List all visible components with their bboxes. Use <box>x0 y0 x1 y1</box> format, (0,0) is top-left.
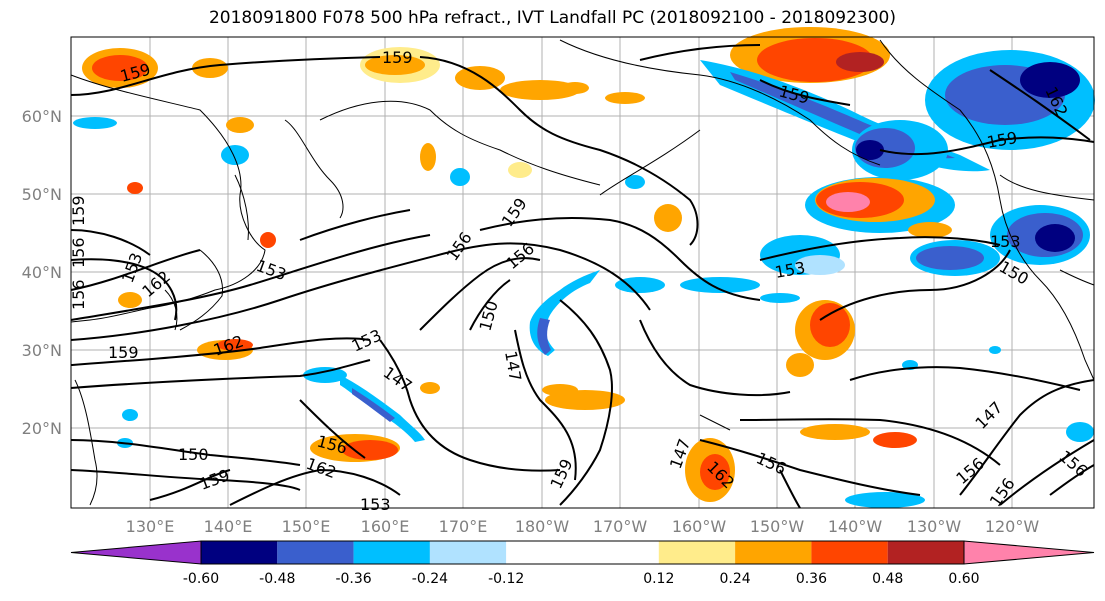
colorbar-tick-label: 0.24 <box>720 571 751 587</box>
lat-label: 60°N <box>22 107 62 126</box>
lon-label: 160°W <box>672 517 727 536</box>
colorbar-box <box>582 541 659 564</box>
colorbar-box <box>811 541 888 564</box>
lon-label: 120°W <box>985 517 1040 536</box>
colorbar-tick-label: 0.12 <box>643 571 674 587</box>
colorbar-tick-label: 0.48 <box>872 571 903 587</box>
lon-label: 150°W <box>750 517 805 536</box>
coastlines <box>70 39 1095 506</box>
latitude-labels: 60°N 50°N 40°N 30°N 20°N <box>22 107 62 438</box>
contour-label: 159 <box>108 343 139 362</box>
colorbar-box <box>429 541 507 564</box>
colorbar-tick-label: -0.24 <box>412 571 448 587</box>
contour-label: 150 <box>178 445 209 464</box>
lon-label: 140°W <box>828 517 883 536</box>
lat-label: 50°N <box>22 185 62 204</box>
contour-label: 159 <box>382 48 413 67</box>
graticule <box>71 37 1094 508</box>
lon-label: 130°E <box>126 517 175 536</box>
lon-label: 180°W <box>515 517 570 536</box>
colorbar-extend-high <box>963 540 1095 565</box>
lat-label: 20°N <box>22 419 62 438</box>
contour-label: 159 <box>69 195 88 226</box>
lat-label: 40°N <box>22 263 62 282</box>
colorbar-tick-label: -0.48 <box>259 571 295 587</box>
colorbar-extend-low <box>70 540 202 565</box>
contour-label: 156 <box>69 237 88 268</box>
lon-label: 160°E <box>361 517 410 536</box>
lon-label: 150°E <box>282 517 331 536</box>
colorbar-tick-label: -0.36 <box>335 571 371 587</box>
contour-label: 156 <box>69 279 88 310</box>
colorbar-tick-label: 0.60 <box>948 571 979 587</box>
colorbar-outline <box>200 540 965 565</box>
ivt-shading <box>73 27 1095 508</box>
colorbar-box <box>658 541 736 564</box>
lon-label: 170°E <box>439 517 488 536</box>
lon-label: 140°E <box>204 517 253 536</box>
lon-label: 130°W <box>907 517 962 536</box>
refractivity-contours <box>70 44 1095 509</box>
colorbar-box <box>887 541 964 564</box>
colorbar-box <box>201 541 278 564</box>
colorbar-tick-label: -0.12 <box>488 571 524 587</box>
longitude-labels: 130°E 140°E 150°E 160°E 170°E 180°W 170°… <box>126 517 1040 536</box>
contour-label: 153 <box>360 495 391 514</box>
contour-label: 153 <box>990 232 1021 251</box>
colorbar-box <box>277 541 354 564</box>
colorbar-box <box>506 541 583 564</box>
map-title: 2018091800 F078 500 hPa refract., IVT La… <box>208 8 896 28</box>
colorbar-box <box>735 541 812 564</box>
colorbar: -0.60 -0.48 -0.36 -0.24 -0.12 0.12 0.24 0.36 0.4… <box>70 540 1095 587</box>
map-frame <box>70 36 1095 509</box>
lat-label: 30°N <box>22 341 62 360</box>
colorbar-tick-label: 0.36 <box>796 571 827 587</box>
lon-label: 170°W <box>593 517 648 536</box>
colorbar-tick-label: -0.60 <box>183 571 219 587</box>
colorbar-box <box>353 541 430 564</box>
